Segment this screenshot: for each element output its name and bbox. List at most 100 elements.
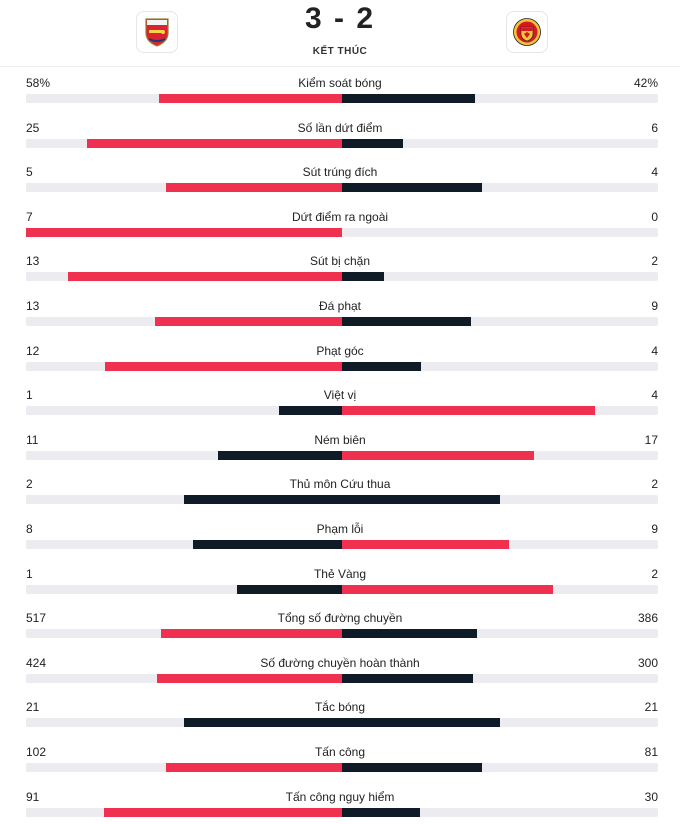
home-stat-value: 21 [26,700,40,715]
home-stat-bar [184,495,342,505]
away-team-crest[interactable] [506,11,548,53]
home-stat-value: 1 [26,388,33,403]
stat-bar-track [26,94,658,103]
stat-bar-track [26,227,658,237]
away-stat-value: 17 [644,432,658,447]
stat-row: 7 Dứt điểm ra ngoài 0 [0,200,680,244]
home-stat-bar [87,138,342,148]
home-stat-value: 1 [26,566,33,581]
stat-row: 517 Tổng số đường chuyền 386 [0,601,680,645]
away-stat-bar [342,183,483,193]
away-stat-value: 0 [651,209,658,224]
stat-bar-track [26,673,658,683]
stat-row: 11 Ném biên 17 [0,423,680,467]
stat-bar-track [26,763,658,772]
away-stat-value: 6 [651,120,658,135]
stat-bar-track [26,540,658,549]
stat-bar-track [26,495,658,505]
away-stat-value: 42% [633,76,658,90]
stat-row: 13 Đá phạt 9 [0,289,680,333]
stat-row: 2 Thủ môn Cứu thua 2 [0,467,680,511]
stat-bar-track [26,718,658,728]
home-stat-bar [158,94,342,103]
home-stat-bar [165,763,342,772]
away-stat-bar [342,718,500,728]
stat-label: Tổng số đường chuyền [277,611,403,626]
home-stat-bar [217,450,342,460]
away-stat-value: 386 [637,611,658,626]
stat-label: Dứt điểm ra ngoài [291,209,389,224]
stat-label: Kiểm soát bóng [298,76,382,90]
away-stat-value: 21 [644,700,658,715]
away-stat-value: 4 [651,165,658,180]
home-stat-value: 424 [26,655,47,670]
home-stat-value: 5 [26,165,33,180]
away-stat-bar [342,629,478,639]
home-team-crest[interactable] [136,11,178,53]
stat-row: 102 Tấn công 81 [0,735,680,779]
stat-label: Thẻ Vàng [313,566,367,581]
stat-label: Tấn công [314,745,366,759]
stat-label: Tấn công nguy hiểm [285,789,395,804]
away-stat-bar [342,361,421,371]
home-stat-value: 13 [26,254,40,269]
stat-label: Phạt góc [316,343,364,358]
home-stat-value: 8 [26,522,33,536]
match-header: 3 - 2 KẾT THÚC [0,0,680,67]
home-stat-bar [155,317,342,326]
stat-bar-track [26,361,658,371]
away-stat-bar [342,272,385,282]
stat-row: 21 Tắc bóng 21 [0,690,680,734]
stat-label: Tắc bóng [314,700,366,715]
home-stat-value: 517 [26,611,47,626]
stat-row: 5 Sút trúng đích 4 [0,155,680,199]
away-stat-bar [342,807,421,817]
stat-row: 8 Phạm lỗi 9 [0,512,680,556]
away-stat-value: 9 [651,522,658,536]
home-stat-bar [236,584,342,594]
stat-bar-track [26,807,658,817]
stat-row: 58% Kiểm soát bóng 42% [0,66,680,110]
away-stat-bar [342,94,475,103]
stat-label: Phạm lỗi [316,522,364,536]
away-stat-value: 9 [651,299,658,313]
home-stat-bar [184,718,342,728]
stat-row: 1 Thẻ Vàng 2 [0,557,680,601]
home-stat-bar [156,673,342,683]
away-stat-bar [342,763,482,772]
stat-row: 25 Số lần dứt điểm 6 [0,111,680,155]
home-stat-value: 2 [26,477,33,492]
home-stat-value: 102 [26,745,47,759]
away-stat-value: 2 [651,477,658,492]
away-stat-value: 2 [651,254,658,269]
away-stat-value: 4 [651,388,658,403]
stat-bar-track [26,183,658,193]
stat-row: 13 Sút bị chặn 2 [0,244,680,288]
away-stat-value: 30 [644,789,658,804]
away-stat-bar [342,406,595,416]
away-stat-bar [342,138,404,148]
away-stat-bar [342,673,473,683]
home-stat-value: 91 [26,789,40,804]
stat-label: Đá phạt [318,299,362,313]
stat-bar-track [26,450,658,460]
home-stat-bar [166,183,342,193]
away-stat-bar [342,317,472,326]
stat-label: Số lần dứt điểm [297,120,383,135]
home-stat-bar [193,540,342,549]
home-stat-bar [161,629,342,639]
stat-label: Số đường chuyền hoàn thành [260,655,420,670]
stat-bar-track [26,584,658,594]
home-stat-bar [68,272,342,282]
stat-label: Thủ môn Cứu thua [289,477,391,492]
manchester-united-crest-icon [513,18,541,46]
home-stat-value: 12 [26,343,40,358]
away-stat-value: 300 [637,655,658,670]
home-stat-value: 13 [26,299,40,313]
home-stat-value: 58% [26,76,51,90]
home-stat-bar [278,406,342,416]
home-stat-value: 25 [26,120,40,135]
stat-label: Sút trúng đích [302,165,378,180]
home-stat-bar [26,227,342,237]
match-score: 3 - 2 [304,2,376,35]
